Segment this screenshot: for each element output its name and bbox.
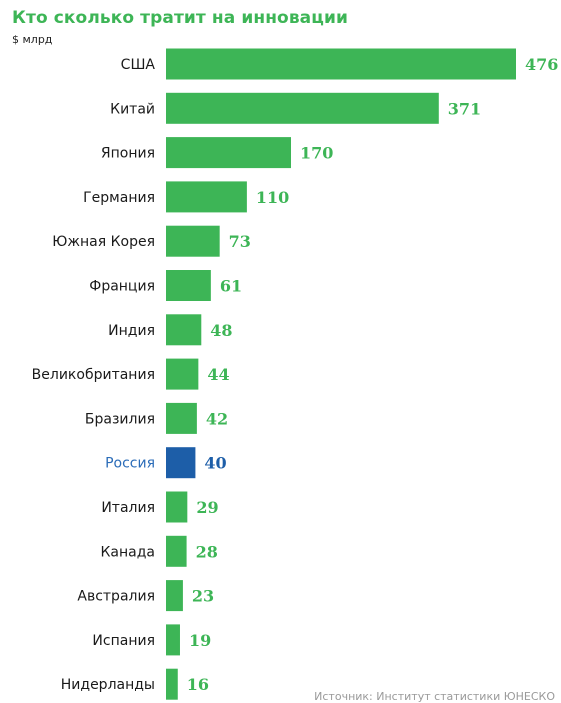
category-label: Италия	[101, 500, 155, 516]
value-label: 61	[220, 277, 242, 296]
category-label: США	[121, 57, 156, 73]
bar	[166, 48, 516, 80]
category-label: Южная Корея	[52, 234, 155, 250]
bar	[166, 225, 220, 257]
bar	[166, 137, 291, 169]
category-label: Китай	[110, 101, 155, 117]
value-label: 23	[192, 587, 214, 606]
bar	[166, 535, 187, 567]
bar	[166, 270, 211, 301]
category-label: Канада	[100, 544, 155, 560]
value-label: 28	[196, 542, 218, 561]
value-label: 110	[256, 188, 289, 207]
category-label: Испания	[92, 633, 155, 649]
value-label: 19	[189, 631, 211, 650]
category-label: Франция	[89, 279, 155, 295]
value-label: 170	[300, 144, 333, 163]
value-label: 42	[206, 409, 228, 428]
bar	[166, 92, 439, 124]
category-label: Россия	[105, 456, 155, 472]
bar	[166, 624, 180, 656]
category-label: Нидерланды	[61, 677, 155, 693]
value-label: 44	[207, 365, 229, 384]
bar	[166, 580, 183, 612]
category-label: Австралия	[77, 589, 155, 605]
bar	[166, 668, 178, 700]
category-label: Бразилия	[85, 411, 155, 427]
unit-label: $ млрд	[12, 33, 53, 46]
value-label: 29	[196, 498, 218, 517]
category-label: Япония	[101, 146, 155, 162]
category-label: Великобритания	[32, 367, 155, 383]
value-label: 48	[210, 321, 232, 340]
value-label: 371	[448, 99, 481, 118]
bar	[166, 314, 202, 346]
value-label: 16	[187, 675, 209, 694]
value-label: 73	[229, 232, 251, 251]
bar	[166, 358, 199, 390]
bar	[166, 181, 247, 213]
bar	[166, 491, 188, 523]
value-label: 40	[204, 454, 226, 473]
chart-title: Кто сколько тратит на инновации	[12, 8, 348, 28]
value-label: 476	[525, 55, 558, 74]
bar	[166, 447, 196, 479]
source-note: Источник: Институт статистики ЮНЕСКО	[314, 690, 555, 703]
category-label: Индия	[108, 323, 155, 339]
category-label: Германия	[83, 190, 155, 206]
bar	[166, 402, 197, 434]
